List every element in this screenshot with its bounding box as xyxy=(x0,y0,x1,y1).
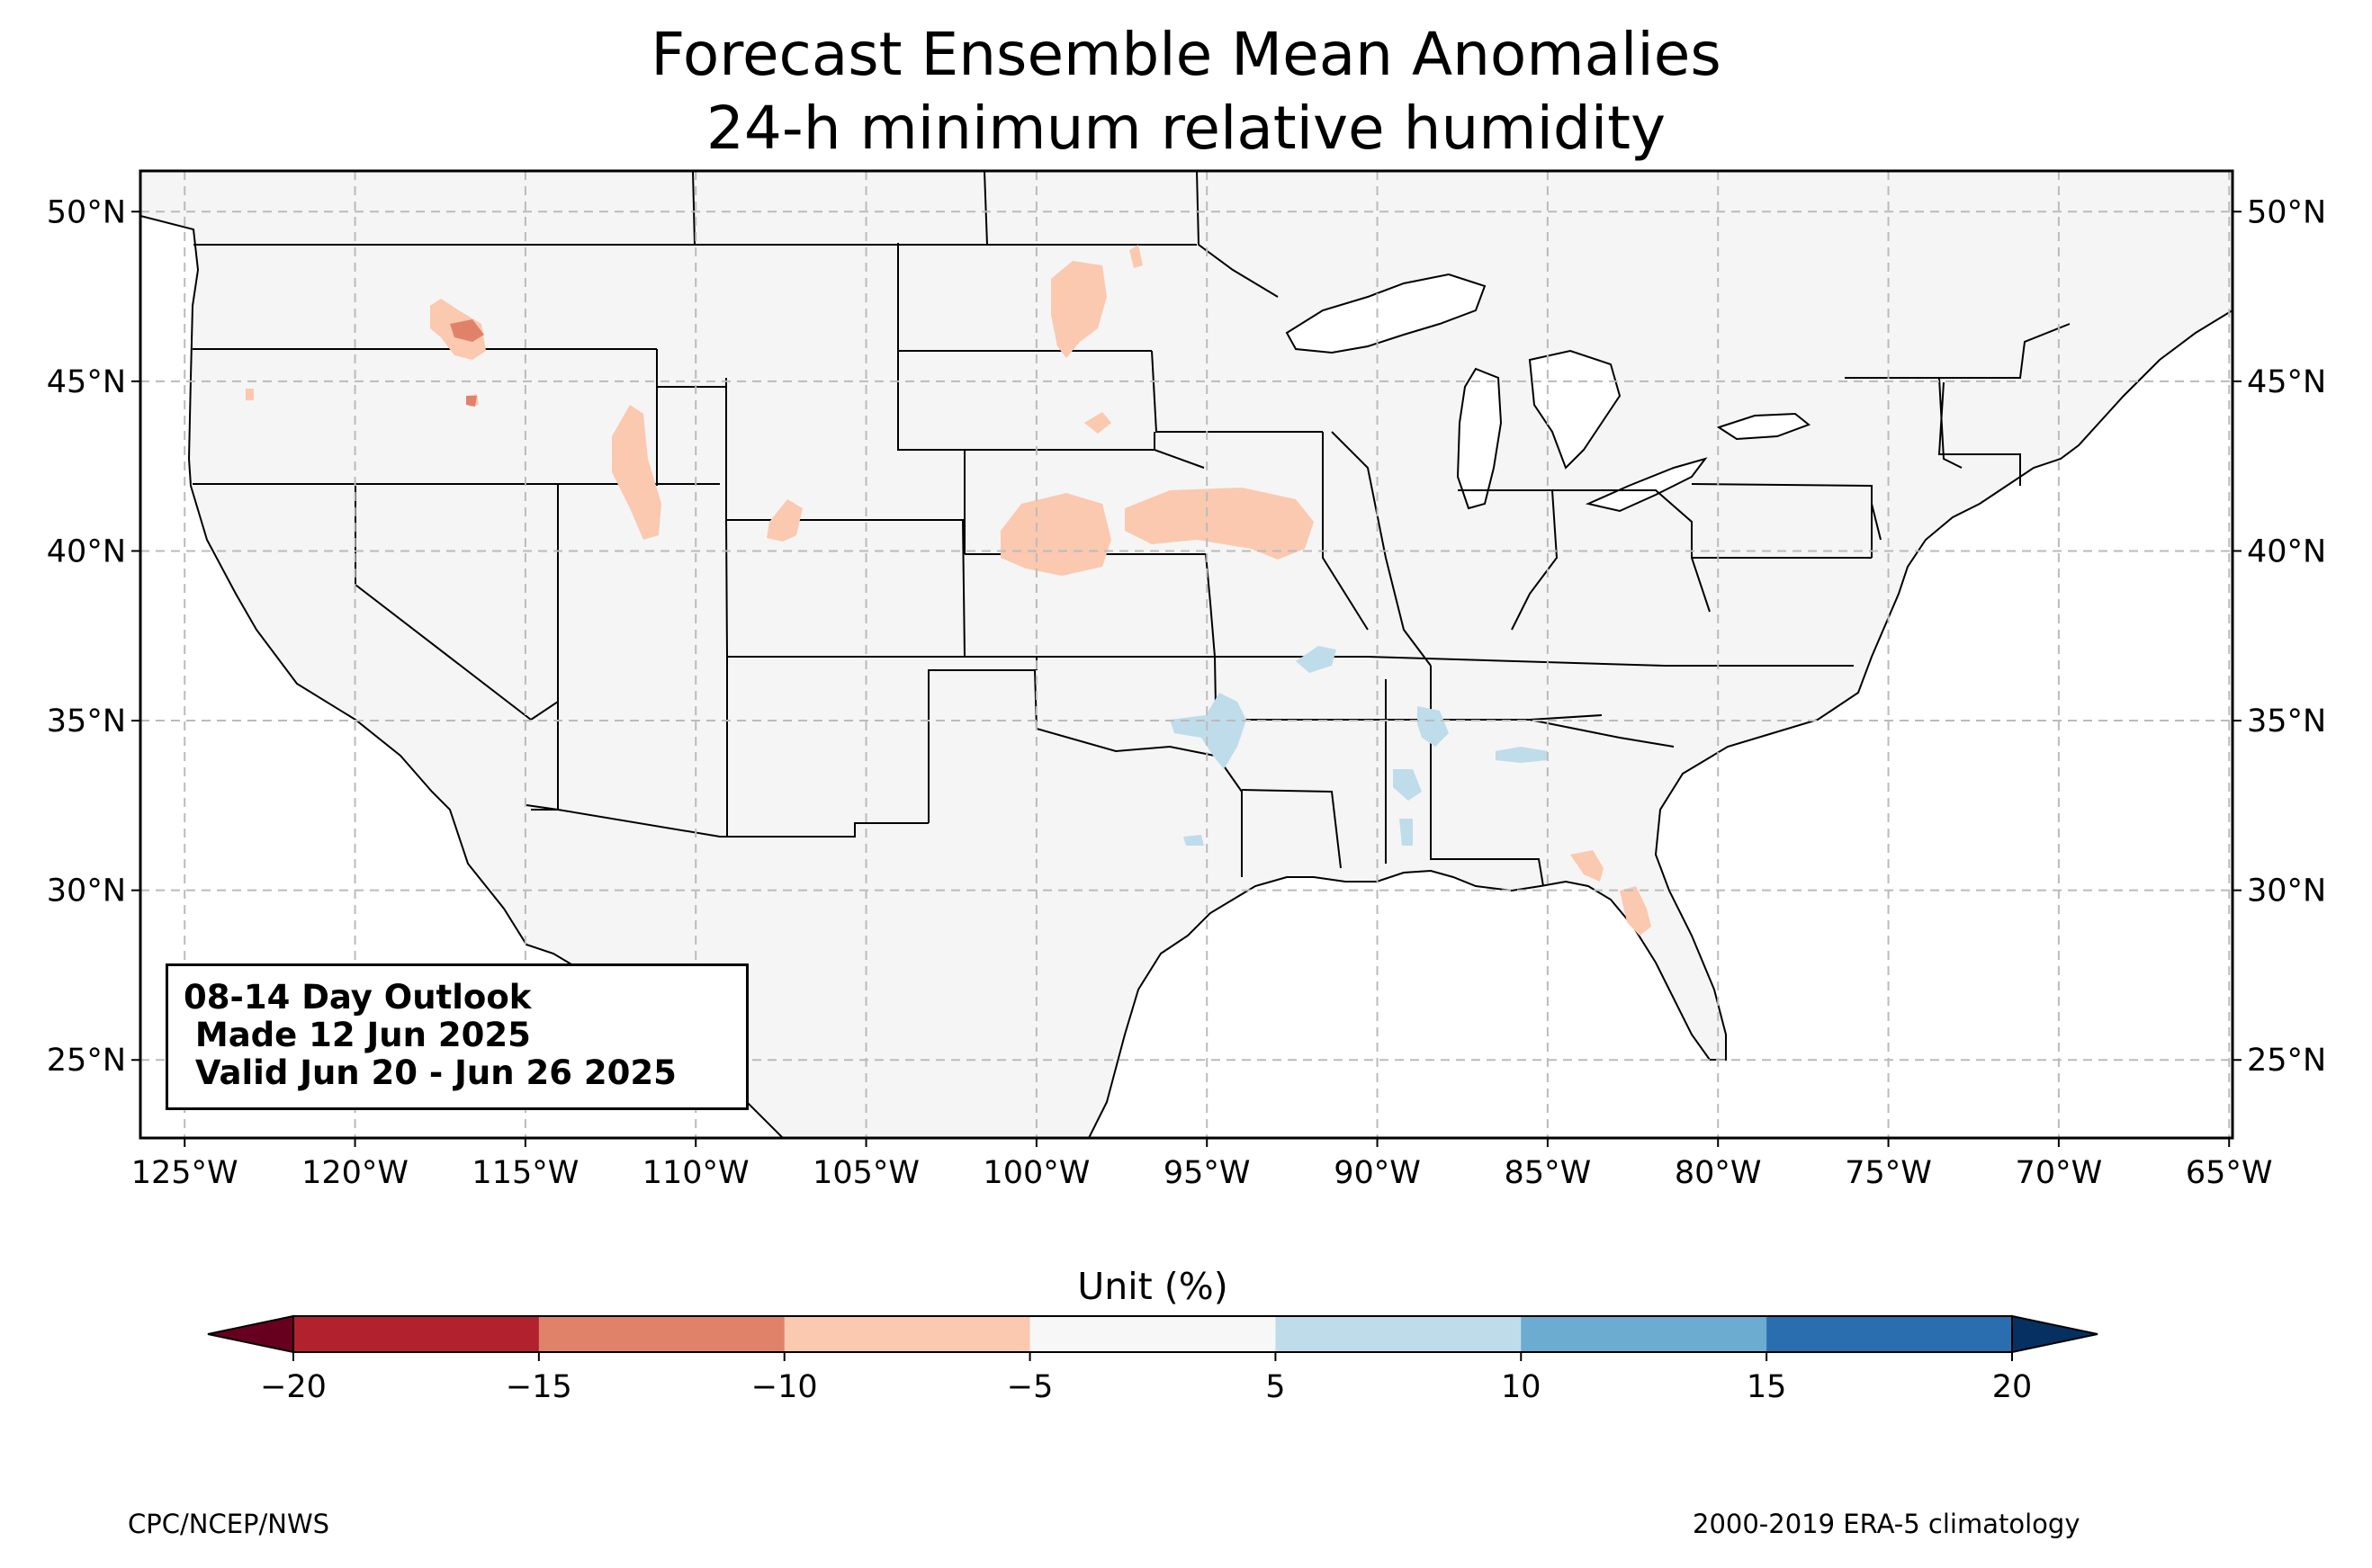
colorbar-label: Unit (%) xyxy=(1077,1265,1228,1308)
dry-anomaly-regions xyxy=(246,245,1651,936)
gridlines xyxy=(140,171,2233,1138)
latitude-ticks: 25°N 25°N 30°N 30°N 35°N 35°N 40°N 40°N 45°N 45°N… xyxy=(47,194,2326,1079)
colorbar-frame xyxy=(292,1315,2013,1353)
outlook-valid-range: Valid Jun 20 - Jun 26 2025 xyxy=(184,1053,677,1092)
map-content xyxy=(140,171,2233,1138)
lon-tick-label: 110°W xyxy=(642,1155,750,1191)
lat-tick-label-right: 30°N xyxy=(2247,874,2326,909)
lat-tick-label-left: 25°N xyxy=(47,1043,126,1079)
lon-tick-label: 80°W xyxy=(1675,1155,1762,1191)
lon-tick-label: 115°W xyxy=(472,1155,579,1191)
credit-source: CPC/NCEP/NWS xyxy=(128,1509,330,1539)
colorbar-tick-label: −10 xyxy=(751,1369,818,1405)
lon-tick-label: 85°W xyxy=(1505,1155,1592,1191)
map-subtitle: 24-h minimum relative humidity xyxy=(705,94,1667,163)
lon-tick-label: 95°W xyxy=(1164,1155,1251,1191)
colorbar-segment xyxy=(1275,1316,1522,1352)
lon-tick-label: 70°W xyxy=(2016,1155,2103,1191)
lake-huron xyxy=(1528,349,1622,470)
lat-tick-label-right: 45°N xyxy=(2247,364,2326,400)
colorbar-segment xyxy=(538,1316,786,1352)
colorbar-tick-label: 5 xyxy=(1265,1369,1285,1405)
colorbar-under-arrow xyxy=(207,1314,294,1354)
lat-tick-label-right: 40°N xyxy=(2247,533,2326,569)
colorbar-tick-label: −5 xyxy=(1007,1369,1054,1405)
land-mass xyxy=(140,171,2233,1138)
lon-tick-label: 75°W xyxy=(1845,1155,1932,1191)
outlook-made-date: Made 12 Jun 2025 xyxy=(184,1016,531,1054)
map-frame xyxy=(139,169,2234,1140)
lon-tick-label: 100°W xyxy=(983,1155,1090,1191)
outlook-period: 08-14 Day Outlook xyxy=(184,978,532,1017)
lon-tick-label: 105°W xyxy=(813,1155,920,1191)
map-title: Forecast Ensemble Mean Anomalies xyxy=(651,20,1721,89)
outlook-info-box: 08-14 Day Outlook Made 12 Jun 2025 Valid… xyxy=(166,963,749,1110)
lon-tick-label: 120°W xyxy=(301,1155,409,1191)
lake-michigan xyxy=(1456,367,1503,510)
colorbar: −20 −15 −10 −5 5 10 15 20 xyxy=(207,1314,2098,1405)
political-borders xyxy=(193,171,2071,887)
lat-tick-label-left: 35°N xyxy=(47,703,126,739)
colorbar-tick-label: −20 xyxy=(260,1369,327,1405)
lake-ontario xyxy=(1716,412,1811,441)
lat-tick-label-right: 35°N xyxy=(2247,703,2326,739)
lake-superior xyxy=(1285,273,1487,354)
colorbar-tick-label: −15 xyxy=(506,1369,572,1405)
lon-tick-label: 65°W xyxy=(2186,1155,2273,1191)
colorbar-segment xyxy=(784,1316,1031,1352)
colorbar-tick-label: 20 xyxy=(1992,1369,2033,1405)
lon-tick-label: 90°W xyxy=(1334,1155,1421,1191)
lake-erie xyxy=(1585,457,1708,513)
longitude-ticks: 125°W 120°W 115°W 110°W 105°W 100°W 95°W 90°W 85… xyxy=(131,1138,2273,1191)
dry-strong-anomaly-regions xyxy=(450,319,484,407)
lon-tick-label: 125°W xyxy=(131,1155,238,1191)
lat-tick-label-right: 25°N xyxy=(2247,1043,2326,1079)
colorbar-tick-label: 10 xyxy=(1501,1369,1541,1405)
credit-climatology: 2000-2019 ERA-5 climatology xyxy=(1693,1509,2080,1539)
lat-tick-label-left: 40°N xyxy=(47,533,126,569)
colorbar-segment xyxy=(1521,1316,1767,1352)
colorbar-segment xyxy=(1029,1316,1276,1352)
lat-tick-label-left: 45°N xyxy=(47,364,126,400)
colorbar-tick-label: 15 xyxy=(1747,1369,1787,1405)
colorbar-over-arrow xyxy=(2011,1314,2098,1354)
lat-tick-label-right: 50°N xyxy=(2247,194,2326,230)
lat-tick-label-left: 50°N xyxy=(47,194,126,230)
moist-anomaly-regions xyxy=(1170,646,1548,846)
lat-tick-label-left: 30°N xyxy=(47,874,126,909)
colorbar-segment xyxy=(1766,1316,2013,1352)
colorbar-segment xyxy=(293,1316,540,1352)
